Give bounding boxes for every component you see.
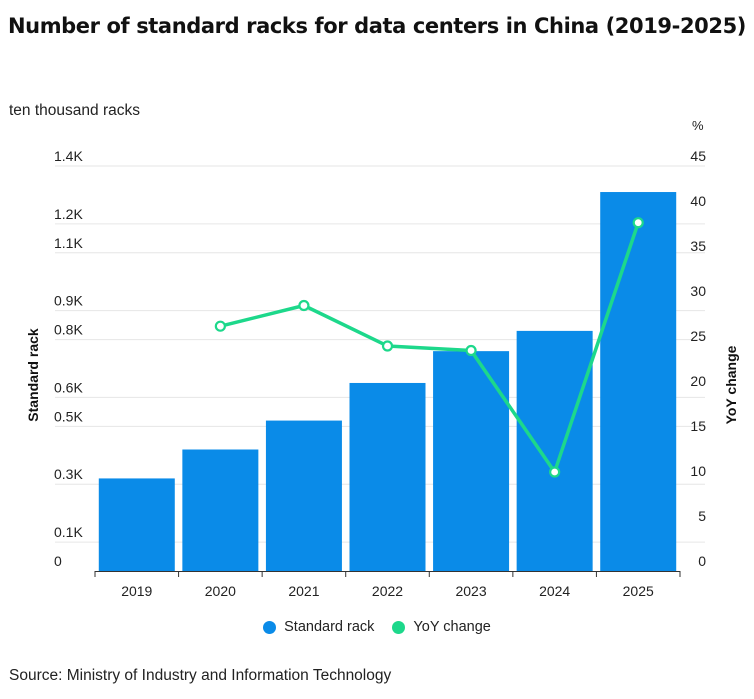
source-note: Source: Ministry of Industry and Informa…	[9, 667, 392, 684]
legend-swatch-standard-rack	[263, 620, 277, 634]
bar-2023	[433, 351, 510, 571]
legend-label-standard-rack: Standard rack	[284, 619, 375, 635]
right-axis-unit: %	[692, 118, 704, 133]
yoy-point-2022	[381, 340, 394, 352]
bar-2022	[349, 382, 426, 571]
x-tick-label: 2021	[288, 583, 319, 599]
bar-2021	[265, 420, 342, 571]
left-axis-unit: ten thousand racks	[9, 102, 140, 119]
y-left-tick-label: 0.8K	[54, 322, 83, 338]
x-tick-label: 2023	[455, 583, 486, 599]
y-right-tick-label: 10	[690, 463, 706, 479]
chart-title: Number of standard racks for data center…	[7, 14, 747, 38]
x-tick-label: 2019	[121, 583, 152, 599]
y-left-tick-label: 1.4K	[54, 148, 83, 164]
bar-2020	[182, 449, 259, 571]
y-right-tick-label: 15	[690, 418, 706, 434]
legend: Standard rack YoY change	[0, 619, 754, 635]
y-right-tick-label: 45	[690, 148, 706, 164]
y-right-tick-label: 0	[698, 553, 706, 569]
yoy-point-2025	[632, 217, 644, 229]
y-right-tick-label: 40	[690, 193, 706, 209]
x-tick-label: 2020	[205, 583, 236, 599]
y-left-tick-label: 0.9K	[54, 293, 83, 309]
y-right-tick-label: 30	[690, 283, 706, 299]
y-left-tick-label: 1.1K	[54, 235, 83, 251]
y-left-tick-label: 0.5K	[54, 408, 83, 424]
legend-item-yoy-change[interactable]: YoY change	[392, 619, 491, 635]
y-right-tick-label: 5	[698, 508, 706, 524]
yoy-point-2021	[298, 299, 310, 312]
legend-label-yoy-change: YoY change	[413, 619, 491, 635]
bar-2024	[516, 330, 593, 571]
y-left-tick-label: 0	[54, 553, 62, 569]
y-left-tick-label: 0.3K	[54, 466, 83, 482]
yoy-point-2024	[549, 466, 561, 478]
bar-2025	[600, 192, 677, 572]
x-tick-label: 2025	[623, 583, 654, 599]
y-left-tick-label: 0.1K	[54, 524, 83, 540]
legend-item-standard-rack[interactable]: Standard rack	[263, 619, 374, 635]
bar-2019	[98, 478, 175, 571]
y-left-tick-label: 1.2K	[54, 206, 83, 222]
x-tick-label: 2024	[539, 583, 570, 599]
y-right-tick-label: 20	[690, 373, 706, 389]
yoy-point-2020	[214, 320, 226, 332]
x-tick-label: 2022	[372, 583, 403, 599]
y-left-tick-label: 0.6K	[54, 379, 83, 395]
legend-swatch-yoy-change	[392, 620, 406, 634]
yoy-change-line	[218, 220, 640, 474]
yoy-point-2023	[465, 344, 477, 357]
y-right-tick-label: 35	[690, 238, 706, 254]
y-right-tick-label: 25	[690, 328, 706, 344]
